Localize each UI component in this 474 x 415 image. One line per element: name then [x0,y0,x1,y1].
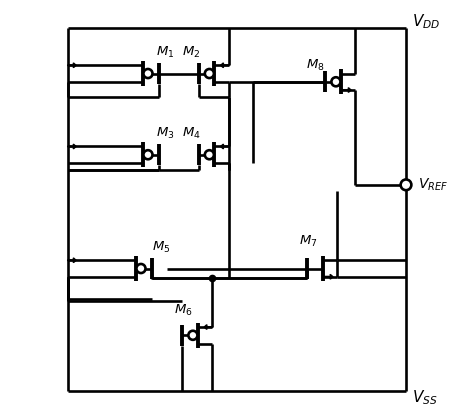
Circle shape [205,150,214,159]
Text: $M_1$: $M_1$ [156,44,175,60]
Circle shape [137,264,146,273]
Circle shape [331,77,340,86]
Text: $M_8$: $M_8$ [306,58,325,73]
Circle shape [144,150,153,159]
Text: $M_6$: $M_6$ [174,303,193,318]
Text: $M_4$: $M_4$ [182,126,201,141]
Circle shape [144,69,153,78]
Text: $V_{DD}$: $V_{DD}$ [412,12,440,32]
Text: $M_7$: $M_7$ [299,234,318,249]
Text: $M_3$: $M_3$ [156,126,175,141]
Text: $V_{SS}$: $V_{SS}$ [412,388,438,407]
Text: $V_{REF}$: $V_{REF}$ [418,177,447,193]
Text: $M_2$: $M_2$ [182,44,201,60]
Circle shape [401,179,411,190]
Circle shape [205,69,214,78]
Text: $M_5$: $M_5$ [152,239,171,255]
Circle shape [188,331,198,340]
